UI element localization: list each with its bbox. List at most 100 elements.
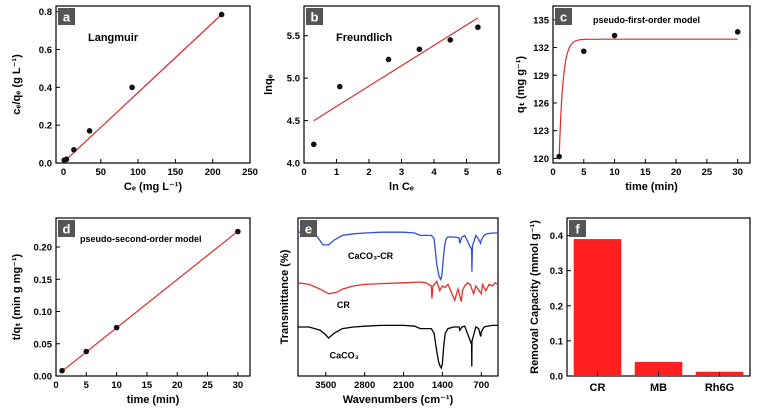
y-tick-label: 4.5	[287, 116, 301, 127]
y-tick-label: 0.3	[550, 266, 563, 277]
data-point	[416, 46, 423, 53]
panel-b-freundlich: 0 1 2 3 4 5 6 4.0 4.5 5.0 5.5 ln Cₑ lnqₑ Freundlich b	[263, 5, 502, 193]
data-point	[59, 367, 65, 374]
panel-a-letter: a	[63, 10, 71, 25]
x-tick-label: 5	[581, 167, 587, 178]
x-tick-label: 30	[233, 380, 244, 391]
x-tick-label: 2	[366, 167, 371, 178]
model-annotation: Langmuir	[88, 32, 139, 44]
bar-cr	[573, 239, 622, 376]
x-category-label: MB	[650, 382, 667, 394]
data-point	[336, 83, 343, 90]
x-tick-label: 20	[671, 167, 682, 178]
y-tick-label: 0.05	[34, 339, 53, 350]
fit-line	[63, 14, 223, 163]
y-tick-label: 126	[533, 98, 549, 109]
x-tick-label: 20	[172, 380, 183, 391]
x-axis-title: Cₑ (mg L⁻¹)	[124, 181, 183, 193]
panel-b-letter: b	[311, 10, 319, 25]
data-point	[86, 128, 93, 134]
y-axis-title: t/qₜ (min g mg⁻¹)	[11, 253, 23, 340]
x-tick-label: 2800	[354, 380, 375, 391]
panel-f-letter: f	[575, 222, 580, 237]
y-tick-label: 0.15	[34, 275, 53, 286]
x-tick-label: 0	[550, 167, 555, 178]
data-point	[83, 348, 90, 355]
y-tick-label: 135	[533, 15, 550, 26]
panel-e-plot-frame	[297, 217, 499, 377]
data-point	[71, 146, 77, 153]
bar-mb	[634, 361, 683, 376]
data-point	[63, 156, 70, 163]
spectrum-line	[298, 231, 498, 282]
model-annotation: Freundlich	[336, 32, 393, 44]
data-point	[580, 48, 587, 55]
panel-a-langmuir: 0 50 100 150 200 250 0.0 0.2 0.4 0.6 0.8 Cₑ (mg L⁻¹…	[11, 5, 258, 193]
x-tick-label: 5	[464, 167, 470, 178]
x-axis-title: ln Cₑ	[389, 181, 414, 193]
y-tick-label: 0.20	[34, 243, 53, 254]
data-point	[129, 84, 135, 91]
y-tick-label: 0.2	[39, 121, 52, 132]
x-tick-label: 50	[95, 167, 106, 178]
panel-e-letter: e	[305, 222, 312, 237]
data-point	[385, 56, 392, 63]
x-tick-label: 0	[301, 167, 306, 178]
panel-c-letter: c	[560, 10, 567, 25]
data-point	[310, 141, 317, 148]
x-tick-label: 1	[334, 167, 340, 178]
y-axis-title: qₜ (mg g⁻¹)	[515, 56, 527, 113]
y-tick-label: 0.0	[550, 372, 563, 383]
panel-b-plot-frame	[303, 5, 500, 164]
x-tick-label: 3500	[315, 380, 336, 391]
fit-line	[61, 230, 239, 372]
x-tick-label: 0	[53, 380, 58, 391]
y-tick-label: 0.6	[39, 45, 52, 56]
data-point	[113, 324, 120, 331]
y-tick-label: 123	[533, 126, 549, 137]
spectrum-label: CaCO₃-CR	[348, 251, 394, 261]
y-tick-label: 4.0	[287, 159, 300, 170]
y-tick-label: 0.4	[550, 231, 564, 242]
panel-c-plot-frame	[552, 5, 751, 164]
spectrum-label: CR	[337, 300, 350, 310]
x-tick-label: 25	[202, 380, 213, 391]
y-tick-label: 120	[533, 154, 549, 165]
x-tick-label: 200	[205, 167, 221, 178]
y-tick-label: 0.2	[550, 301, 563, 312]
x-category-label: CR	[590, 382, 606, 394]
spectrum-line	[298, 324, 498, 370]
panel-c-label-bg	[555, 8, 572, 25]
y-axis-title: lnqₑ	[263, 74, 275, 95]
x-tick-label: 150	[167, 167, 183, 178]
x-tick-label: 10	[111, 380, 122, 391]
y-tick-label: 129	[533, 71, 549, 82]
panel-d-pseudo-second-order: 0 5 10 15 20 25 30 0.00 0.05 0.10 0.15 0.20 time (mi…	[11, 217, 251, 406]
x-tick-label: 15	[640, 167, 651, 178]
panel-f-removal-capacity: 0.0 0.1 0.2 0.3 0.4 CR MB Rh6G Removal Capacity …	[529, 217, 751, 394]
panel-e-label-bg	[300, 220, 317, 237]
y-tick-label: 132	[533, 43, 549, 54]
spectrum-label: CaCO₃	[330, 351, 359, 361]
spectrum-line	[297, 279, 499, 303]
x-tick-label: 100	[130, 167, 146, 178]
data-point	[218, 11, 225, 18]
x-category-label: Rh6G	[705, 382, 734, 394]
y-tick-label: 5.0	[287, 74, 300, 85]
x-tick-label: 0	[61, 167, 66, 178]
x-tick-label: 25	[702, 167, 713, 178]
data-point	[235, 228, 241, 235]
panel-d-letter: d	[63, 222, 71, 237]
y-tick-label: 0.0	[39, 159, 52, 170]
panel-a-label-bg	[58, 8, 75, 25]
x-tick-label: 10	[609, 167, 620, 178]
x-axis-title: time (min)	[127, 394, 180, 406]
y-tick-label: 5.5	[287, 31, 301, 42]
panel-d-plot-frame	[55, 217, 251, 377]
y-axis-title: Transmittance (%)	[279, 249, 291, 344]
x-axis-title: time (min)	[625, 181, 678, 193]
panel-f-label-bg	[569, 220, 586, 237]
panel-e-ftir-spectra: 3500 2800 2100 1400 700 Wavenumbers (cm⁻¹) Tra…	[279, 217, 499, 406]
x-tick-label: 6	[496, 167, 501, 178]
